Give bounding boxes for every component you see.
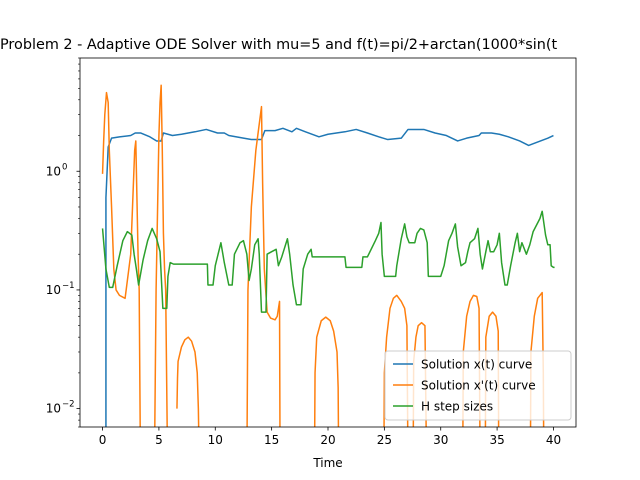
x-tick-label: 20 xyxy=(320,433,335,447)
legend-box xyxy=(384,350,572,421)
legend: Solution x(t) curve Solution x'(t) curve H… xyxy=(384,350,572,421)
legend-label: Solution x(t) curve xyxy=(421,358,532,372)
series-line-3 xyxy=(101,210,555,313)
x-tick-label: 30 xyxy=(433,433,448,447)
x-axis: 0 5 10 15 20 25 30 35 40 xyxy=(99,427,561,447)
x-tick-label: 5 xyxy=(155,433,163,447)
x-tick-label: 15 xyxy=(264,433,279,447)
y-tick-exponent: 0 xyxy=(62,162,67,172)
chart-title: Problem 2 - Adaptive ODE Solver with mu=… xyxy=(0,37,557,53)
series-layer xyxy=(101,84,555,427)
legend-label: H step sizes xyxy=(421,400,493,414)
y-tick-label: 10 xyxy=(46,283,61,297)
legend-label: Solution x'(t) curve xyxy=(421,379,536,393)
x-tick-label: 35 xyxy=(489,433,504,447)
x-tick-label: 25 xyxy=(377,433,392,447)
x-tick-label: 0 xyxy=(99,433,107,447)
y-tick-exponent: −1 xyxy=(62,281,75,291)
series-line-2 xyxy=(101,84,545,427)
x-tick-label: 40 xyxy=(546,433,561,447)
series-line-1 xyxy=(105,127,554,427)
y-tick-label: 10 xyxy=(46,164,61,178)
x-tick-label: 10 xyxy=(208,433,223,447)
x-axis-label: Time xyxy=(312,456,342,470)
y-tick-exponent: −2 xyxy=(62,400,75,410)
y-tick-label: 10 xyxy=(46,402,61,416)
